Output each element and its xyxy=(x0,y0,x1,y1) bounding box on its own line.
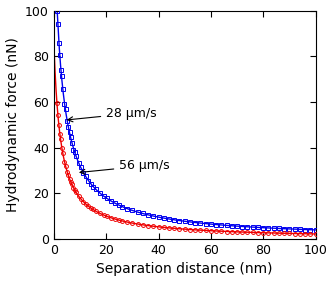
Text: 56 μm/s: 56 μm/s xyxy=(80,159,170,174)
X-axis label: Separation distance (nm): Separation distance (nm) xyxy=(97,263,273,276)
Text: 28 μm/s: 28 μm/s xyxy=(68,107,157,122)
Y-axis label: Hydrodynamic force (nN): Hydrodynamic force (nN) xyxy=(6,37,20,212)
